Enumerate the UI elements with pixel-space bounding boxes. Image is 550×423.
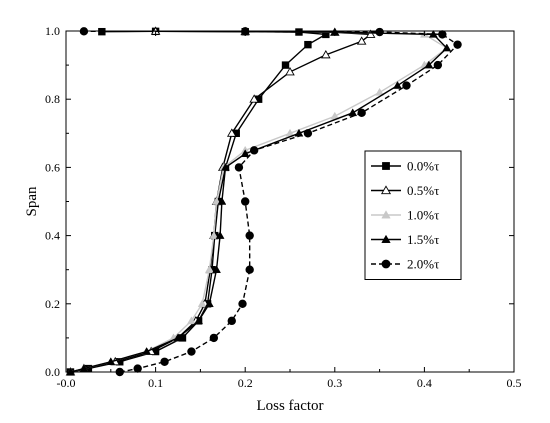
data-point [380,185,392,195]
legend-label: 1.0%τ [407,208,439,223]
data-point [238,299,247,308]
x-axis: -0.0 0.1 0.2 0.3 0.4 0.5 [57,31,522,390]
data-point [227,316,236,326]
data-point [382,162,390,170]
x-tick-label: 0.3 [327,376,342,390]
data-point [212,265,221,273]
data-point [393,81,402,89]
data-point [187,316,196,325]
data-point [187,347,196,356]
data-point [375,87,385,96]
y-tick-label: 0.6 [45,160,60,174]
data-point [234,163,244,172]
data-point [245,265,254,274]
x-tick-label: 0.1 [148,376,163,390]
data-point [245,231,254,240]
data-point [357,108,366,118]
y-tick-label: 0.0 [45,365,60,379]
x-tick-label: 0.4 [417,376,432,390]
y-tick-label: 0.2 [45,297,60,311]
y-axis: 0.0 0.2 0.4 0.6 0.8 1.0 [45,24,514,379]
x-tick-label: 0.2 [238,376,253,390]
data-point [375,27,384,37]
data-point [348,108,358,117]
data-point [249,146,259,155]
x-axis-label: Loss factor [256,398,323,414]
data-point [321,49,331,59]
data-point [303,129,313,138]
series-4 [79,27,462,377]
y-tick-label: 1.0 [45,24,60,38]
legend-label: 0.0%τ [407,159,439,174]
series-layer [65,26,462,377]
legend-item: 0.0%τ [371,159,439,174]
data-point [209,333,219,343]
legend: 0.0%τ 0.5%τ 1.0%τ 1.5%τ 2.0%τ [364,150,462,280]
data-point [356,36,367,45]
data-point [133,364,142,373]
legend-item: 1.5%τ [371,232,439,247]
data-point [197,299,207,308]
data-point [424,60,434,69]
y-axis-label: Span [24,186,40,217]
y-tick-label: 0.8 [45,92,60,106]
data-point [221,162,230,171]
legend-label: 1.5%τ [407,232,439,247]
data-point [249,94,259,103]
data-point [381,234,391,243]
legend-item: 0.5%τ [371,183,439,198]
data-point [433,60,443,70]
data-point [160,357,169,366]
data-point [142,347,152,355]
legend-label: 2.0%τ [407,257,439,272]
x-tick-label: -0.0 [57,376,76,390]
data-point [304,40,312,49]
data-point [438,30,447,39]
data-point [281,61,290,69]
data-point [209,231,219,239]
data-point [241,197,250,206]
data-point [381,259,391,269]
data-point [226,128,237,137]
data-point [285,67,295,76]
data-point [204,265,214,273]
legend-item: 2.0%τ [371,257,439,272]
data-point [106,357,116,366]
data-point [365,29,376,38]
data-point [173,333,183,342]
data-point [217,196,227,205]
x-tick-label: 0.5 [507,376,522,390]
data-point [212,196,221,205]
data-point [381,210,391,219]
data-point [194,316,204,325]
data-point [402,81,411,90]
legend-item: 1.0%τ [371,208,439,223]
data-point [240,149,250,158]
data-point [204,299,214,308]
data-point [442,43,452,52]
data-point [453,40,462,49]
legend-label: 0.5%τ [407,183,439,198]
y-tick-label: 0.4 [45,229,60,243]
data-point [215,231,225,239]
